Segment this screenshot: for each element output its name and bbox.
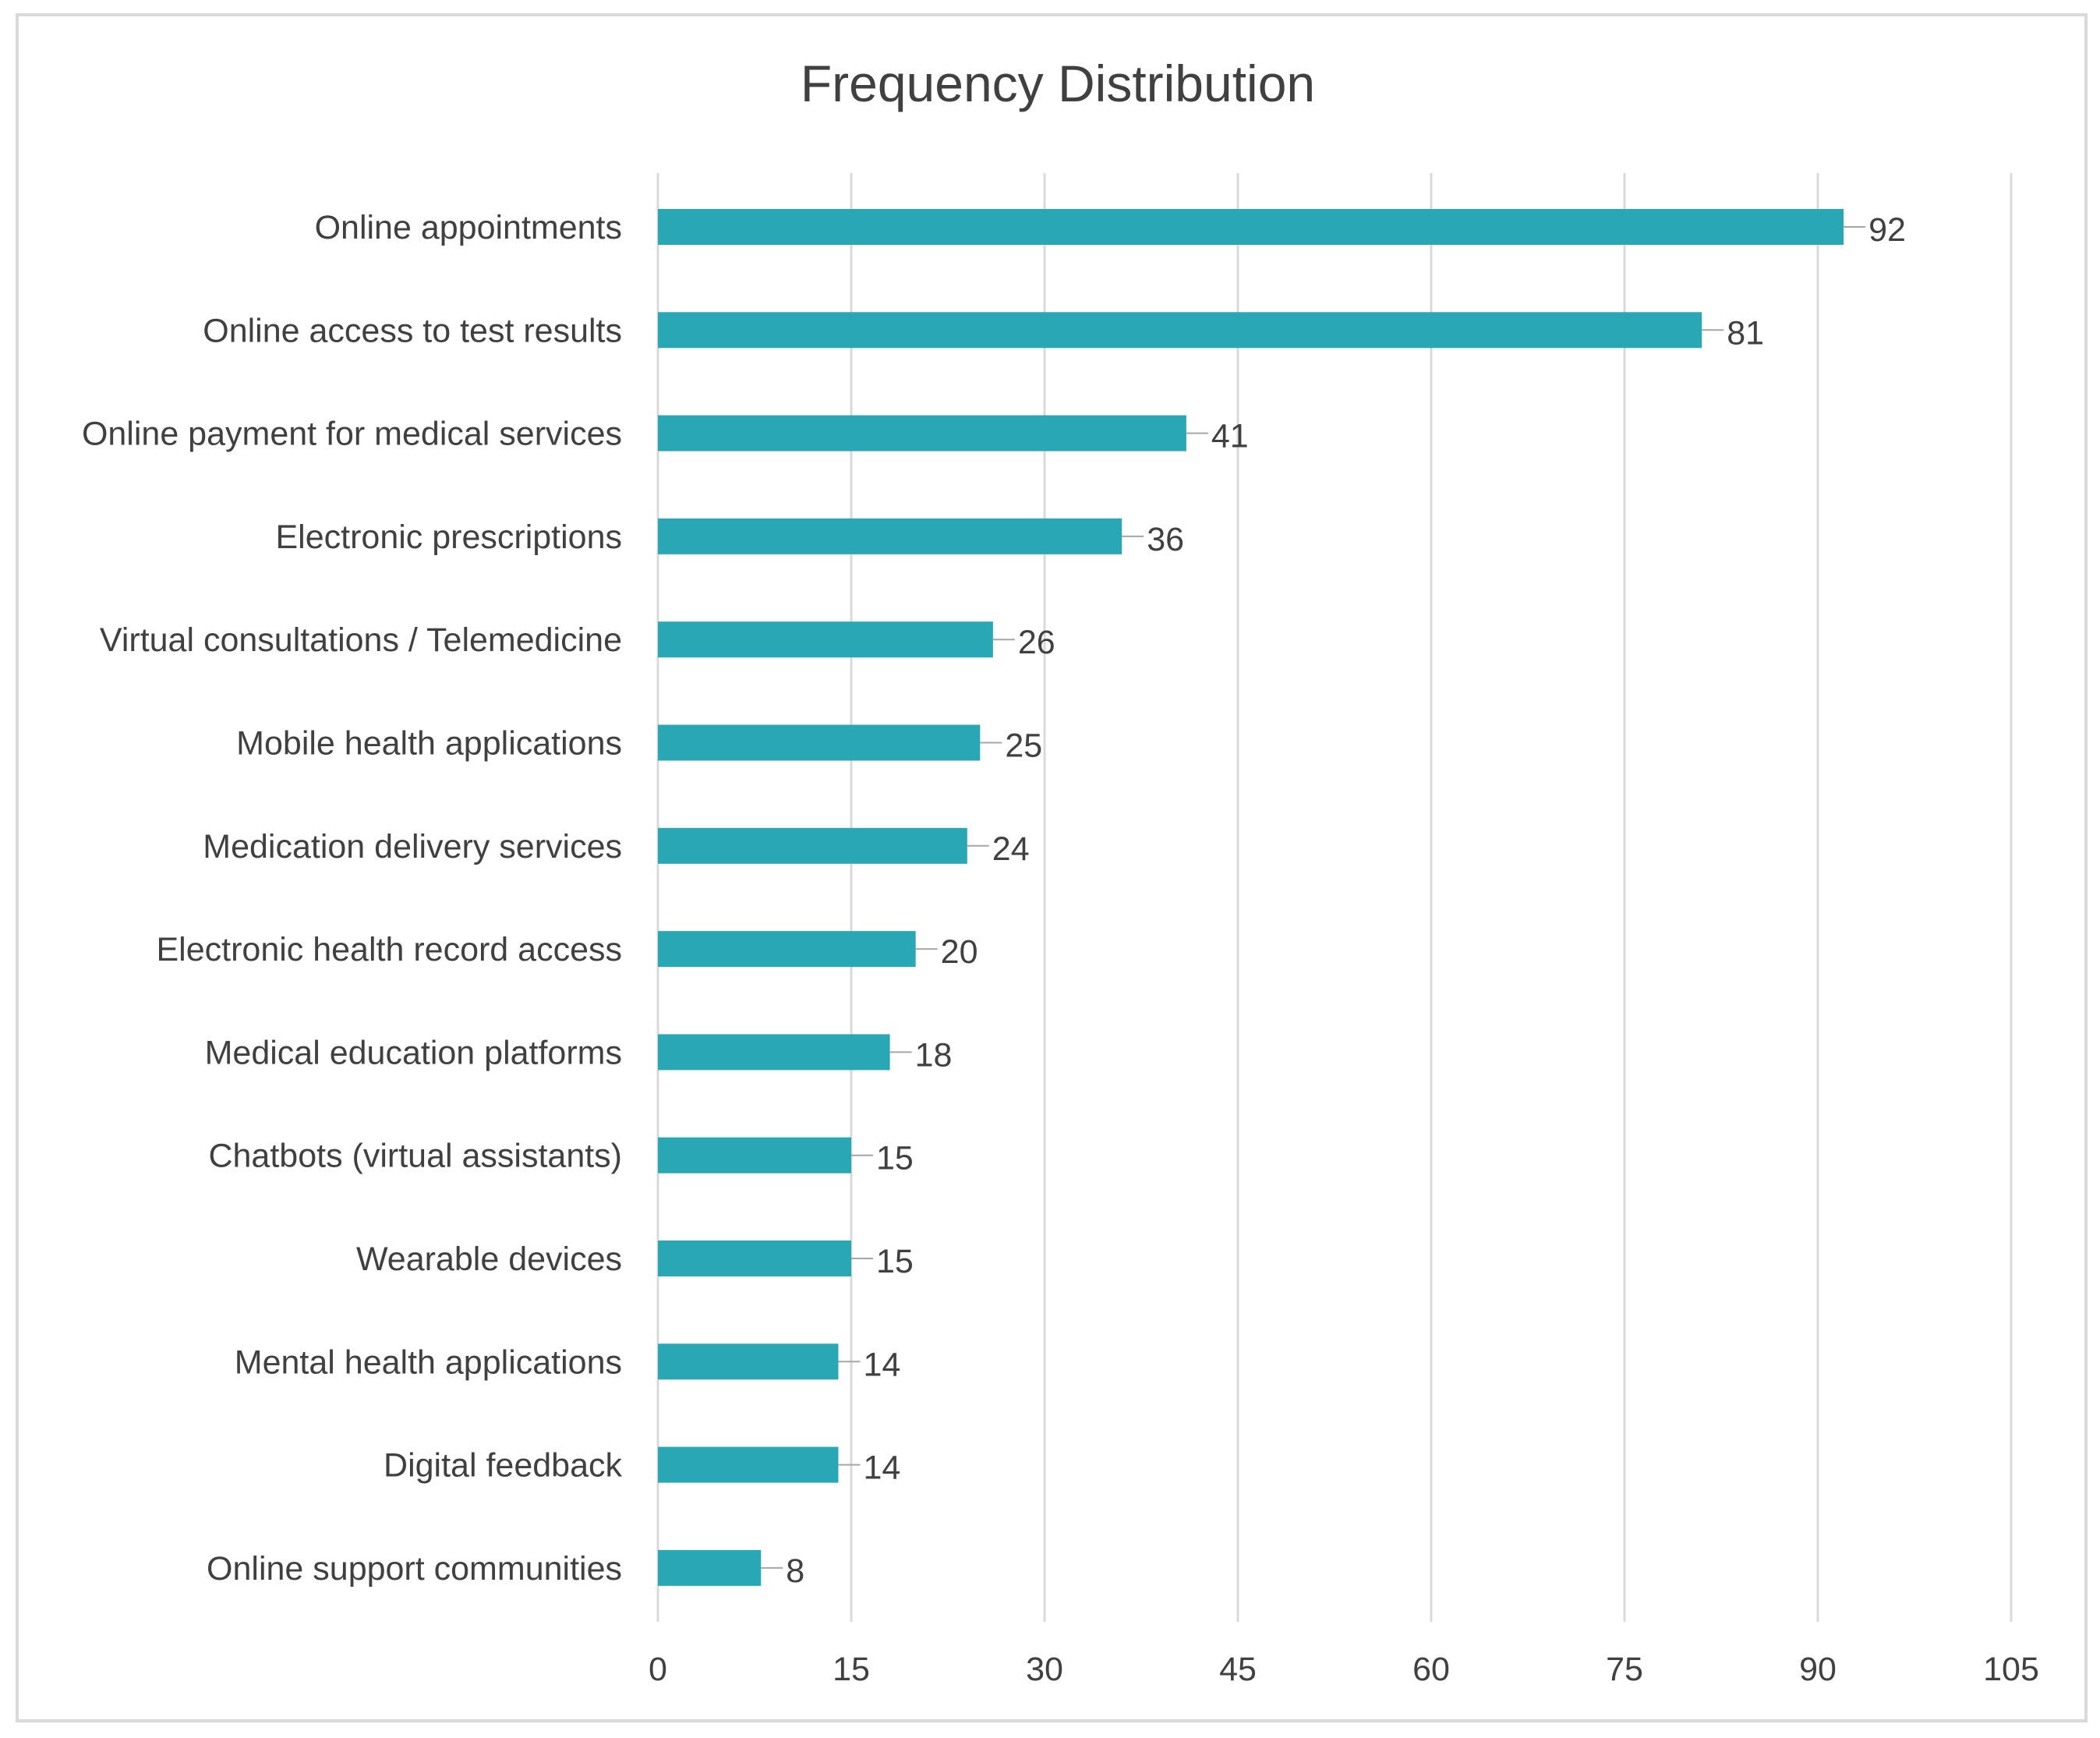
chart-frame [16,13,2088,1722]
data-label: 18 [915,1036,953,1074]
category-label: Medical education platforms [205,1034,622,1071]
category-label: Digital feedback [384,1447,622,1485]
category-label: Online appointments [315,209,622,246]
bar [658,312,1702,349]
data-label: 92 [1868,211,1906,249]
data-label: 15 [876,1140,914,1177]
bar [658,1343,839,1380]
data-labels: 92 81 41 36 26 25 24 20 18 15 15 14 14 8 [761,211,1906,1590]
x-tick-label: 45 [1219,1651,1257,1688]
data-label: 26 [1018,624,1055,661]
category-label: Electronic prescriptions [275,519,622,556]
data-label: 81 [1727,314,1764,352]
bar [658,1034,890,1071]
category-label: Electronic health record access [156,931,622,968]
gridlines [656,173,2013,1622]
data-label: 36 [1147,521,1184,558]
bar [658,1137,851,1173]
data-label: 24 [992,830,1030,868]
category-label: Medication delivery services [203,828,622,865]
category-labels: Online appointments Online access to test… [82,209,623,1588]
category-label: Mental health applications [235,1343,622,1381]
data-label: 8 [786,1552,804,1590]
x-tick-label: 105 [1983,1651,2039,1688]
category-label: Mobile health applications [236,725,622,763]
bar [658,415,1186,451]
data-label: 41 [1211,418,1249,455]
data-label: 14 [863,1346,900,1383]
data-label: 14 [863,1450,900,1487]
data-label: 20 [941,933,978,971]
bar [658,1241,851,1276]
bar [658,518,1122,554]
category-label: Online support communities [207,1550,622,1588]
category-label: Online payment for medical services [82,416,622,453]
bar [658,827,967,864]
bars [658,209,1844,1586]
bar [658,209,1844,245]
bar [658,621,993,658]
x-tick-label: 60 [1412,1651,1450,1688]
x-tick-label: 75 [1606,1651,1643,1688]
x-tick-label: 15 [833,1651,870,1688]
x-tick-label: 0 [649,1651,667,1688]
category-label: Chatbots (virtual assistants) [208,1138,622,1175]
data-label: 25 [1005,727,1042,765]
x-tick-label: 90 [1799,1651,1837,1688]
x-tick-label: 30 [1026,1651,1063,1688]
bar [658,1446,839,1483]
bar [658,724,981,761]
data-label: 15 [876,1243,914,1280]
bar [658,1549,762,1586]
category-label: Online access to test results [203,312,622,349]
chart-title: Frequency Distribution [801,55,1315,112]
x-axis-tick-labels: 0 15 30 45 60 75 90 105 [649,1651,2039,1688]
category-label: Virtual consultations / Telemedicine [100,621,622,659]
bar [658,931,916,968]
category-label: Wearable devices [356,1241,622,1278]
